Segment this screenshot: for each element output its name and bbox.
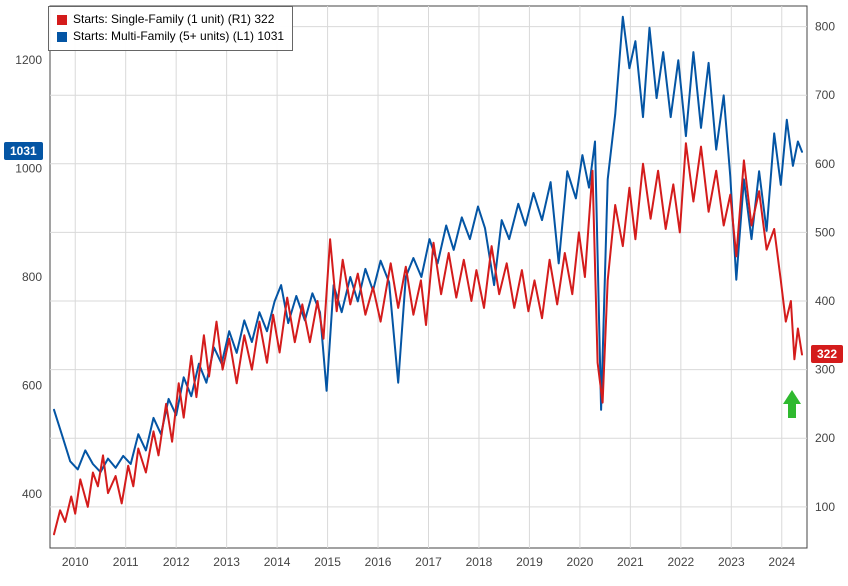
svg-text:2016: 2016 [365,555,392,569]
svg-text:800: 800 [22,270,42,284]
svg-text:2013: 2013 [213,555,240,569]
left-axis-badge: 1031 [4,142,43,160]
legend-item-blue: Starts: Multi-Family (5+ units) (L1) 103… [57,28,284,45]
legend-swatch-blue [57,32,67,42]
svg-text:500: 500 [815,225,835,239]
legend: Starts: Single-Family (1 unit) (R1) 322 … [48,6,293,51]
svg-text:1200: 1200 [15,53,42,67]
svg-text:100: 100 [815,500,835,514]
svg-text:2022: 2022 [667,555,694,569]
housing-starts-chart: 2010 2011 2012 2013 2014 2015 2016 2017 2018 2019… [0,0,848,586]
right-axis-badge: 322 [811,345,843,363]
svg-text:2020: 2020 [567,555,594,569]
svg-text:2017: 2017 [415,555,442,569]
svg-text:600: 600 [22,378,42,392]
legend-item-red: Starts: Single-Family (1 unit) (R1) 322 [57,11,284,28]
svg-text:200: 200 [815,431,835,445]
chart-svg: 2010 2011 2012 2013 2014 2015 2016 2017 2018 2019… [0,0,848,586]
svg-text:2018: 2018 [466,555,493,569]
svg-text:2012: 2012 [163,555,190,569]
svg-text:2023: 2023 [718,555,745,569]
svg-text:400: 400 [815,294,835,308]
legend-label-blue: Starts: Multi-Family (5+ units) (L1) 103… [73,28,284,45]
svg-text:300: 300 [815,363,835,377]
svg-text:2019: 2019 [516,555,543,569]
left-axis-badge-value: 1031 [10,144,37,158]
legend-label-red: Starts: Single-Family (1 unit) (R1) 322 [73,11,274,28]
legend-swatch-red [57,15,67,25]
svg-text:1000: 1000 [15,162,42,176]
svg-text:2011: 2011 [113,555,139,569]
svg-text:600: 600 [815,157,835,171]
right-axis-badge-value: 322 [817,347,837,361]
svg-text:800: 800 [815,20,835,34]
svg-text:700: 700 [815,88,835,102]
svg-text:2015: 2015 [314,555,341,569]
svg-text:400: 400 [22,487,42,501]
svg-text:2024: 2024 [768,555,795,569]
svg-text:2014: 2014 [264,555,291,569]
svg-text:2010: 2010 [62,555,89,569]
svg-text:2021: 2021 [617,555,644,569]
